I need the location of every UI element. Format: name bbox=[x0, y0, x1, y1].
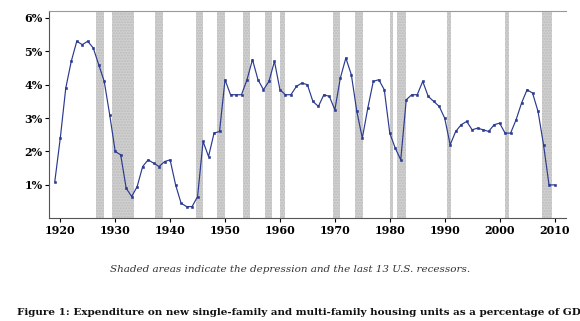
Bar bbox=[155, 11, 163, 218]
Bar bbox=[397, 11, 405, 218]
Bar bbox=[280, 11, 285, 218]
Bar bbox=[96, 11, 104, 218]
Bar bbox=[447, 11, 451, 218]
Bar bbox=[113, 11, 135, 218]
Bar bbox=[505, 11, 509, 218]
Bar bbox=[447, 11, 451, 218]
Bar bbox=[217, 11, 225, 218]
Bar bbox=[355, 11, 364, 218]
Bar bbox=[542, 11, 552, 218]
Bar bbox=[265, 11, 271, 218]
Bar bbox=[505, 11, 509, 218]
Bar bbox=[334, 11, 340, 218]
Text: Figure 1: Expenditure on new single-family and multi-family housing units as a p: Figure 1: Expenditure on new single-fami… bbox=[17, 308, 580, 317]
Bar bbox=[265, 11, 271, 218]
Bar bbox=[542, 11, 552, 218]
Bar bbox=[390, 11, 393, 218]
Bar bbox=[334, 11, 340, 218]
Bar bbox=[397, 11, 405, 218]
Bar bbox=[197, 11, 203, 218]
Text: Shaded areas indicate the depression and the last 13 U.S. recessors.: Shaded areas indicate the depression and… bbox=[110, 265, 470, 274]
Bar bbox=[280, 11, 285, 218]
Bar bbox=[217, 11, 225, 218]
Bar bbox=[243, 11, 250, 218]
Bar bbox=[197, 11, 203, 218]
Bar bbox=[155, 11, 163, 218]
Bar bbox=[96, 11, 104, 218]
Bar bbox=[243, 11, 250, 218]
Bar bbox=[355, 11, 364, 218]
Bar bbox=[113, 11, 135, 218]
Bar bbox=[390, 11, 393, 218]
